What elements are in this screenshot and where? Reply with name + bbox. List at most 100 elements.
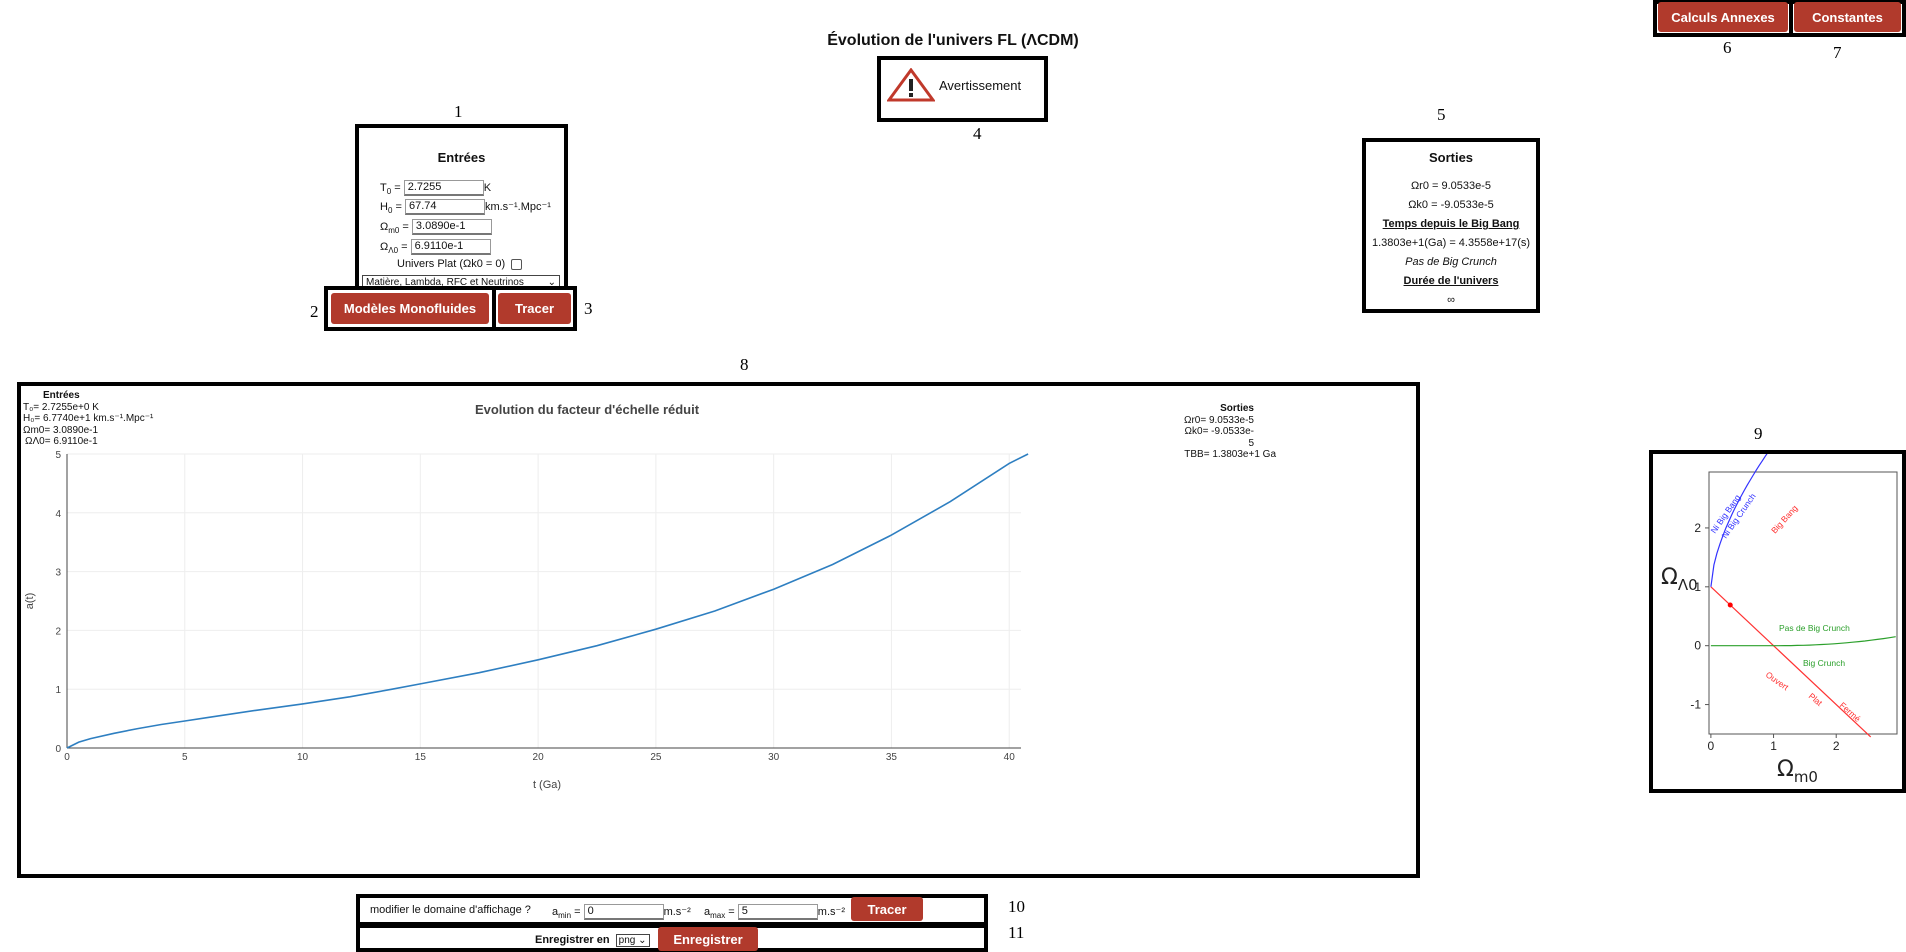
amin-sub: min — [558, 911, 572, 921]
label-big-crunch: Big Crunch — [1803, 658, 1845, 668]
t0-input[interactable]: 2.7255 — [403, 180, 484, 196]
duration-heading: Durée de l'univers — [1403, 275, 1499, 287]
big-bang-curve — [1710, 454, 1768, 587]
calculs-annexes-button[interactable]: Calculs Annexes — [1658, 2, 1788, 32]
plot-outputs: Sorties Ωr0= 9.0533e-5 Ωk0= -9.0533e-5 T… — [1181, 403, 1276, 461]
y-tick-label: -1 — [1690, 698, 1701, 712]
save-button[interactable]: Enregistrer — [658, 927, 758, 951]
plot-output-tbb: TBB= 1.3803e+1 Ga — [1184, 449, 1276, 460]
t0-unit: K — [483, 181, 492, 194]
universe-point — [1727, 602, 1733, 608]
warning-triangle-icon — [887, 68, 935, 102]
ol-label: Ω — [380, 240, 389, 253]
constantes-button[interactable]: Constantes — [1794, 2, 1901, 32]
x-tick-label: 35 — [886, 752, 898, 763]
format-select[interactable]: png ⌄ — [615, 934, 650, 947]
diagram-frame — [1708, 471, 1898, 735]
warning-box[interactable]: Avertissement — [877, 56, 1048, 122]
x-tick-label: 5 — [182, 752, 188, 763]
plot-output-ok: Ωk0= -9.0533e-5 — [1184, 426, 1254, 449]
plot-input-ol: ΩΛ0= 6.9110e-1 — [25, 436, 98, 447]
domain-trace-button[interactable]: Tracer — [851, 897, 923, 921]
x-tick-label: 1 — [1770, 739, 1777, 753]
label-9: 9 — [1754, 424, 1763, 443]
plot-inputs: Entrées T₀= 2.7255e+0 K H₀= 6.7740e+1 km… — [23, 390, 153, 448]
x-tick-label: 20 — [533, 752, 545, 763]
omega-k0-output: Ωk0 = -9.0533e-5 — [1408, 199, 1494, 211]
amax-input[interactable]: 5 — [737, 904, 818, 920]
chevron-down-icon: ⌄ — [547, 277, 556, 288]
plot-input-om: Ωm0= 3.0890e-1 — [23, 424, 99, 436]
y-tick-label: 1 — [1694, 580, 1701, 594]
duration-value: ∞ — [1447, 294, 1455, 306]
x-tick-label: 0 — [1708, 739, 1715, 753]
y-axis-label-sub: Λ0 — [1678, 576, 1698, 594]
plot-output-or: Ωr0= 9.0533e-5 — [1183, 414, 1254, 426]
outputs-panel: Sorties Ωr0 = 9.0533e-5 Ωk0 = -9.0533e-5… — [1362, 138, 1540, 313]
label-11: 11 — [1008, 923, 1025, 942]
t0-sub: 0 — [386, 187, 392, 197]
x-tick-label: 0 — [64, 752, 70, 763]
y-tick-label: 2 — [55, 626, 61, 637]
x-tick-label: 25 — [650, 752, 662, 763]
omega-r0-output: Ωr0 = 9.0533e-5 — [1410, 180, 1492, 192]
x-tick-label: 15 — [415, 752, 427, 763]
amin-unit: m.s⁻² — [663, 905, 691, 918]
t0-eq: = — [391, 181, 404, 194]
format-select-value: png — [618, 935, 636, 946]
h0-sub: 0 — [387, 206, 393, 216]
h0-label: H — [380, 200, 388, 213]
x-axis-label: Ωm0 — [1777, 757, 1818, 786]
label-7: 7 — [1833, 43, 1842, 62]
y-tick-label: 1 — [55, 685, 61, 696]
amax-unit: m.s⁻² — [817, 905, 845, 918]
h0-input[interactable]: 67.74 — [404, 199, 485, 215]
x-axis-label-sub: m0 — [1794, 768, 1818, 786]
om-sub: m0 — [388, 226, 400, 236]
flat-universe-checkbox[interactable] — [511, 258, 523, 270]
label-1: 1 — [454, 102, 463, 121]
trace-button[interactable]: Tracer — [498, 293, 571, 324]
om-label: Ω — [380, 220, 389, 233]
amax-label: a — [704, 905, 711, 918]
amin-input[interactable]: 0 — [583, 904, 664, 920]
inputs-heading: Entrées — [437, 150, 486, 165]
time-value: 1.3803e+1(Ga) = 4.3558e+17(s) — [1371, 237, 1531, 249]
x-axis-label: t (Ga) — [533, 779, 561, 791]
save-label: Enregistrer en — [535, 934, 610, 946]
warning-text: Avertissement — [939, 78, 1022, 93]
y-axis-label: ΩΛ0 — [1661, 565, 1698, 594]
omega-diagram-panel: 0 1 2 2 1 0 -1 Ni Big Bang Ni Big Crunch Big Bang… — [1649, 450, 1906, 793]
y-tick-label: 2 — [1694, 521, 1701, 535]
x-tick-label: 10 — [297, 752, 309, 763]
y-tick-label: 5 — [55, 450, 61, 461]
h0-unit: km.s⁻¹.Mpc⁻¹ — [484, 200, 551, 213]
components-select-value: Matière, Lambda, RFC et Neutrinos — [366, 277, 524, 288]
plot-outputs-heading: Sorties — [1220, 403, 1254, 414]
scale-factor-curve — [66, 453, 1029, 749]
label-4: 4 — [973, 124, 982, 143]
label-6: 6 — [1723, 38, 1732, 57]
y-tick-label: 0 — [1694, 639, 1701, 653]
h0-eq: = — [392, 200, 405, 213]
domain-question: modifier le domaine d'affichage ? — [370, 904, 531, 916]
label-8: 8 — [740, 355, 749, 374]
scale-factor-chart[interactable]: Evolution du facteur d'échelle réduit 0 5 1… — [21, 386, 1416, 874]
big-crunch-curve — [1710, 636, 1896, 647]
amax-eq: = — [725, 905, 738, 918]
inputs-panel: Entrées T0 = 2.7255 K H0 = 67.74 km.s⁻¹.Mp… — [355, 124, 568, 294]
ol-eq: = — [398, 240, 411, 253]
label-3: 3 — [584, 299, 593, 318]
om-input[interactable]: 3.0890e-1 — [411, 219, 492, 235]
monofluid-models-button[interactable]: Modèles Monofluides — [331, 293, 489, 324]
y-tick-label: 3 — [55, 568, 61, 579]
crunch-status: Pas de Big Crunch — [1405, 256, 1497, 268]
flat-universe-line — [1710, 586, 1872, 738]
ol-input[interactable]: 6.9110e-1 — [410, 239, 491, 255]
y-axis-label: a(t) — [24, 593, 36, 610]
chart-title: Evolution du facteur d'échelle réduit — [475, 402, 700, 417]
plot-panel: Entrées T₀= 2.7255e+0 K H₀= 6.7740e+1 km… — [17, 382, 1420, 878]
amax-sub: max — [710, 911, 726, 921]
om-eq: = — [399, 220, 412, 233]
